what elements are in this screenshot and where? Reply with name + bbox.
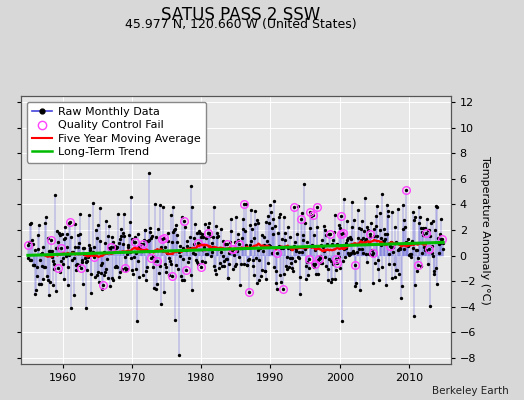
Text: SATUS PASS 2 SSW: SATUS PASS 2 SSW [161, 6, 321, 24]
Text: 45.977 N, 120.660 W (United States): 45.977 N, 120.660 W (United States) [125, 18, 357, 31]
Text: Berkeley Earth: Berkeley Earth [432, 386, 508, 396]
Legend: Raw Monthly Data, Quality Control Fail, Five Year Moving Average, Long-Term Tren: Raw Monthly Data, Quality Control Fail, … [27, 102, 206, 163]
Y-axis label: Temperature Anomaly (°C): Temperature Anomaly (°C) [481, 156, 490, 304]
